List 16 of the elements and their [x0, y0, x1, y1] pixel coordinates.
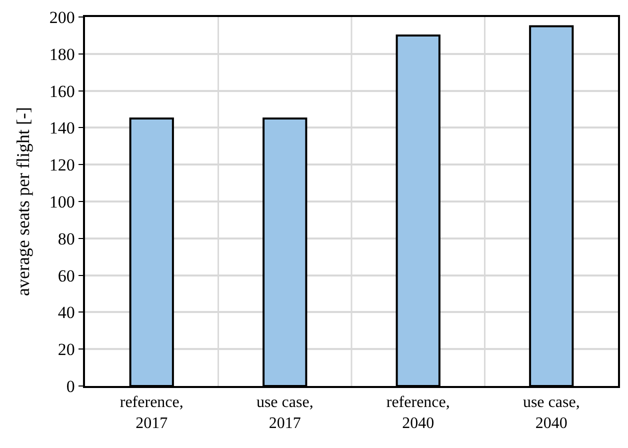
y-tick-label: 160: [49, 82, 75, 101]
y-tick-label: 100: [49, 192, 75, 212]
y-tick-label: 200: [49, 8, 75, 27]
y-tick-label: 180: [49, 44, 75, 64]
x-tick-label: reference, 2017: [120, 394, 184, 432]
x-tick-label: use case, 2040: [522, 394, 580, 432]
y-tick-label: 40: [58, 303, 75, 322]
y-tick-label: 60: [58, 266, 75, 286]
y-tick-label: 0: [66, 376, 75, 396]
y-axis-title: average seats per flight [-]: [13, 107, 34, 296]
y-tick-label: 120: [49, 156, 75, 175]
x-tick-label: reference, 2040: [386, 394, 450, 432]
x-tick-label: use case, 2017: [256, 394, 314, 432]
y-tick-label: 140: [49, 118, 75, 138]
y-tick-label: 80: [58, 229, 75, 248]
y-tick-label: 20: [58, 340, 75, 360]
